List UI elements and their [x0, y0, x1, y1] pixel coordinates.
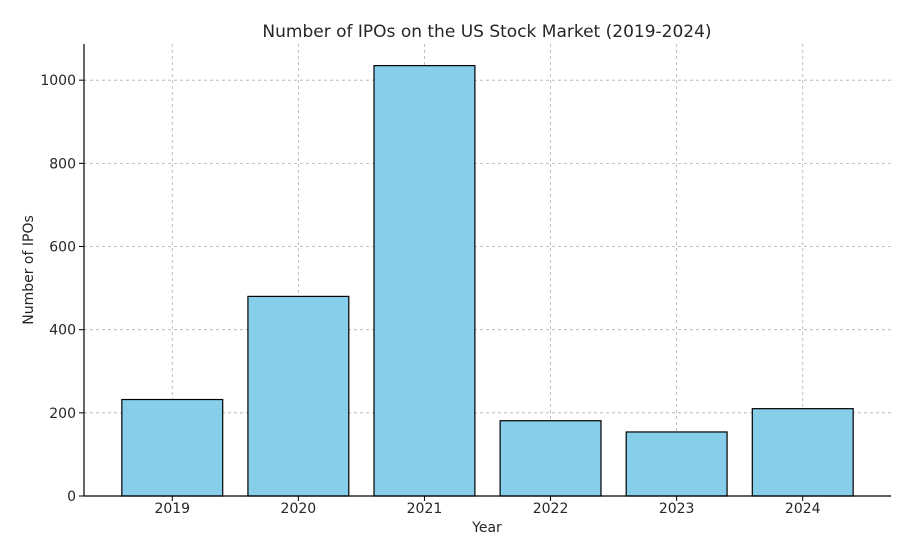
x-tick-label: 2022: [533, 501, 569, 517]
bar-2022: [499, 420, 602, 497]
y-axis-label: Number of IPOs: [21, 215, 37, 325]
y-tick-label: 200: [49, 406, 76, 422]
x-tick-label: 2024: [785, 501, 821, 517]
x-tick-label: 2019: [154, 501, 190, 517]
x-tick-label: 2020: [281, 501, 317, 517]
axes: [83, 44, 891, 497]
y-tick-label: 400: [49, 323, 76, 339]
y-tick-label: 800: [49, 156, 76, 172]
bar-2023: [625, 431, 728, 497]
y-tick-label: 0: [67, 489, 76, 505]
bar-2019: [121, 398, 224, 497]
y-tick-label: 1000: [40, 73, 76, 89]
bars: [121, 65, 854, 497]
bar-2024: [751, 408, 854, 497]
chart-title: Number of IPOs on the US Stock Market (2…: [262, 22, 711, 42]
x-ticks: 2019 2020 2021 2022 2023 2024: [154, 496, 821, 517]
x-axis-label: Year: [471, 520, 502, 536]
bar-2021: [373, 65, 476, 497]
x-tick-label: 2021: [407, 501, 443, 517]
bar-2020: [247, 295, 350, 497]
y-tick-label: 600: [49, 240, 76, 256]
y-ticks: 0 200 400 600 800 1000: [40, 73, 84, 505]
x-tick-label: 2023: [659, 501, 695, 517]
